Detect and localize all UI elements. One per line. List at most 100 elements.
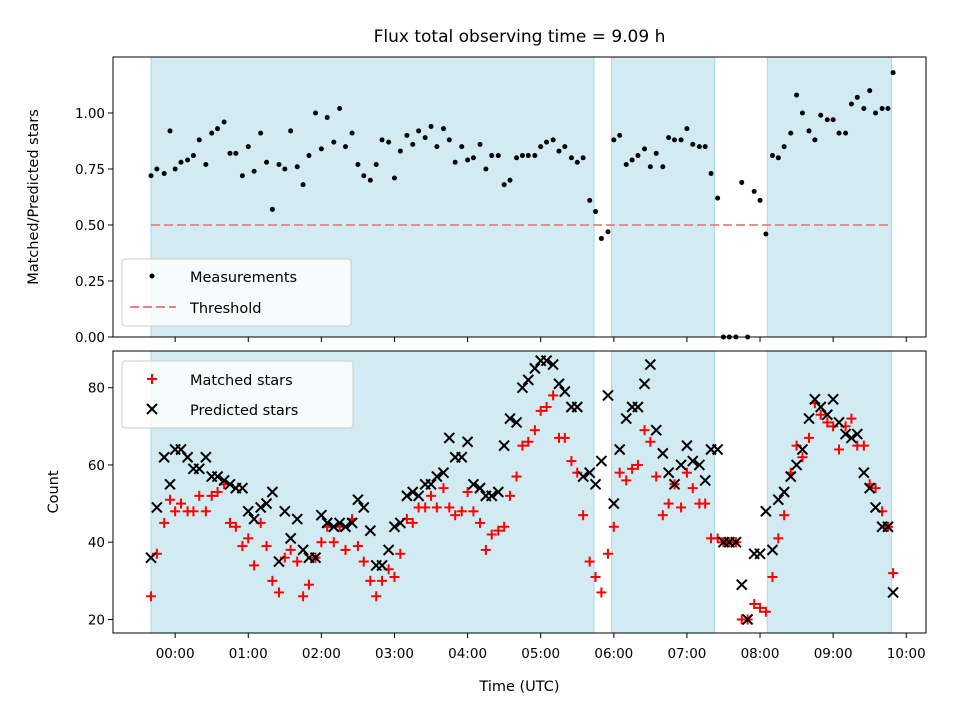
predicted-star-point xyxy=(559,385,571,398)
measurement-point xyxy=(483,166,489,172)
legend-matched-label: Matched stars xyxy=(190,373,293,389)
predicted-star-point xyxy=(164,478,176,490)
measurement-point xyxy=(715,195,721,201)
measurement-point xyxy=(337,106,343,112)
matched-star-point xyxy=(249,560,260,571)
measurement-point xyxy=(440,126,446,132)
matched-star-point xyxy=(888,568,899,579)
measurement-point xyxy=(258,130,264,136)
measurement-point xyxy=(562,144,568,150)
predicted-star-point xyxy=(352,494,364,506)
measurement-point xyxy=(653,150,659,156)
matched-star-point xyxy=(511,471,522,482)
predicted-star-point xyxy=(785,470,797,483)
predicted-star-point xyxy=(858,466,870,479)
measurement-point xyxy=(684,126,690,132)
bottom-y-tick-label: 60 xyxy=(88,458,105,474)
matched-star-point xyxy=(493,525,504,536)
bottom-axes-frame xyxy=(112,350,927,634)
top-y-tick-label: 0.00 xyxy=(75,330,105,346)
measurement-point xyxy=(300,182,306,188)
measurement-point xyxy=(666,135,672,141)
matched-star-point xyxy=(639,425,650,436)
matched-star-point xyxy=(755,602,766,613)
matched-star-point xyxy=(389,571,400,582)
predicted-star-point xyxy=(772,494,785,506)
matched-star-point xyxy=(676,502,687,513)
predicted-star-point xyxy=(431,470,443,483)
matched-star-point xyxy=(237,541,248,552)
matched-star-point xyxy=(822,417,833,428)
measurement-point xyxy=(459,144,465,150)
measurement-point xyxy=(397,148,403,154)
predicted-star-point xyxy=(632,401,644,413)
measurement-point xyxy=(288,128,294,134)
legend-threshold-label: Threshold xyxy=(189,301,261,317)
predicted-star-point xyxy=(456,451,468,463)
measurement-point xyxy=(611,137,617,143)
predicted-star-point xyxy=(827,393,839,405)
top-y-tick-label: 1.00 xyxy=(75,106,105,122)
matched-star-point xyxy=(462,487,473,497)
predicted-star-point xyxy=(766,544,779,556)
measurement-point xyxy=(879,106,885,112)
measurement-point xyxy=(757,197,763,203)
predicted-star-point xyxy=(498,439,510,452)
predicted-star-point xyxy=(284,532,297,545)
matched-star-point xyxy=(548,390,559,401)
measurement-point xyxy=(349,130,355,136)
matched-star-point xyxy=(303,579,314,590)
measurement-point xyxy=(410,141,416,147)
matched-star-point xyxy=(608,521,619,532)
predicted-star-point xyxy=(321,517,333,529)
measurement-point xyxy=(623,162,629,168)
measurement-point xyxy=(580,155,586,161)
measurement-point xyxy=(824,117,830,123)
measurement-point xyxy=(519,153,525,159)
matched-star-point xyxy=(407,517,418,528)
measurement-point xyxy=(806,128,812,134)
predicted-star-point xyxy=(339,521,352,533)
observing-window-2 xyxy=(611,350,716,634)
matched-star-point xyxy=(224,517,235,528)
predicted-star-point xyxy=(547,358,559,371)
measurement-point xyxy=(282,166,288,172)
top-y-tick-label: 0.25 xyxy=(75,274,105,290)
observing-window-2 xyxy=(611,56,716,338)
predicted-star-point xyxy=(608,497,620,510)
matched-star-point xyxy=(687,483,698,494)
measurement-point xyxy=(525,153,531,159)
measurement-point xyxy=(678,137,684,143)
measurement-point xyxy=(465,157,471,163)
matched-star-point xyxy=(468,506,479,517)
matched-star-point xyxy=(159,517,170,528)
predicted-star-point xyxy=(260,497,273,510)
predicted-star-point xyxy=(467,478,480,490)
predicted-star-point xyxy=(803,412,815,425)
predicted-star-point xyxy=(529,362,541,375)
matched-star-point xyxy=(523,436,534,447)
measurement-point xyxy=(812,137,818,143)
predicted-star-point xyxy=(845,432,858,444)
measurement-point xyxy=(203,162,209,168)
measurement-point xyxy=(452,159,458,165)
measurement-point xyxy=(269,206,275,212)
predicted-star-point xyxy=(839,428,852,440)
matched-star-point xyxy=(773,533,784,544)
measurement-point xyxy=(818,112,824,118)
measurement-point xyxy=(196,137,202,143)
predicted-star-point xyxy=(401,490,413,502)
matched-star-point xyxy=(657,510,668,521)
predicted-star-point xyxy=(333,517,346,529)
measurement-point xyxy=(617,132,623,138)
measurement-point xyxy=(386,139,392,145)
matched-star-point xyxy=(230,521,241,532)
predicted-star-point xyxy=(279,505,291,518)
predicted-star-point xyxy=(242,505,254,518)
matched-star-point xyxy=(285,544,296,555)
matched-star-point xyxy=(846,413,857,424)
bottom-y-tick-label: 20 xyxy=(88,612,105,628)
measurement-point xyxy=(495,153,501,159)
measurement-point xyxy=(355,162,361,168)
predicted-star-point xyxy=(181,451,194,463)
